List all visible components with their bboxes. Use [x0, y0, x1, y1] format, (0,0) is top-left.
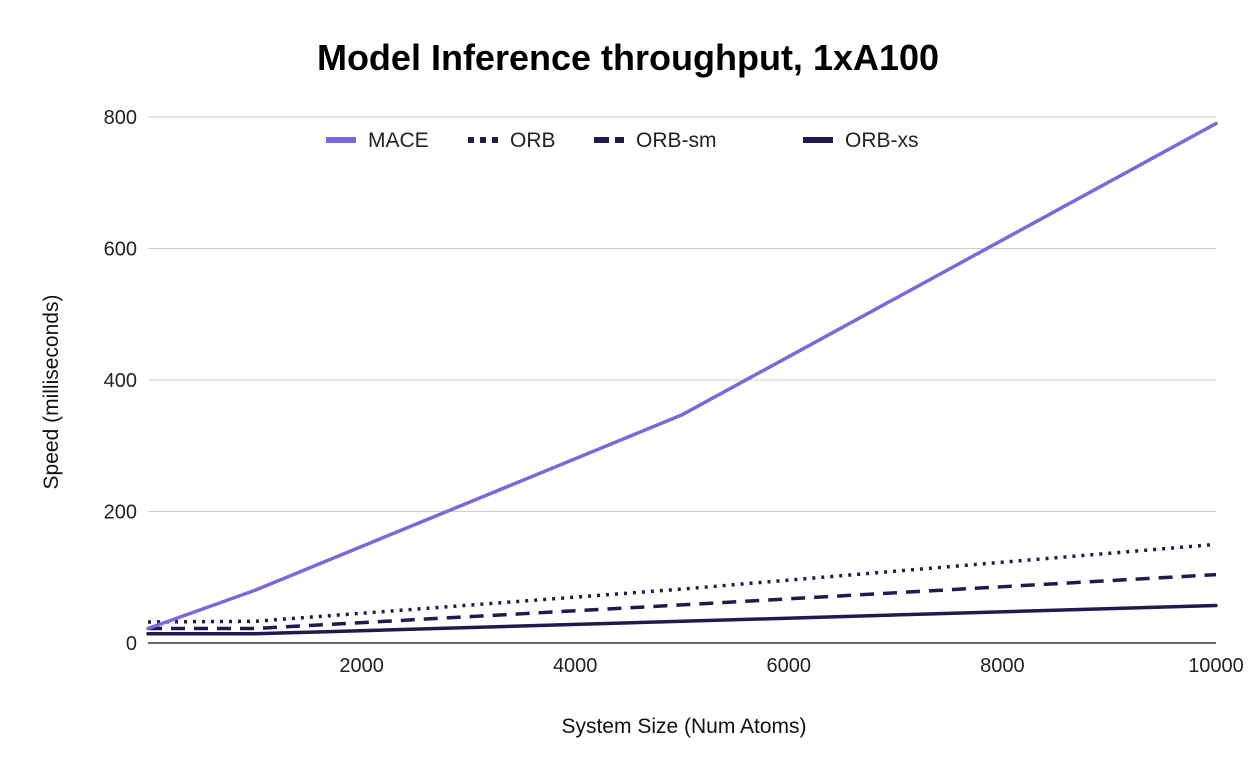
y-tick-label-200: 200 [104, 502, 137, 524]
chart-title: Model Inference throughput, 1xA100 [317, 37, 939, 78]
x-tick-label-8000: 8000 [980, 655, 1025, 677]
legend-label-orb: ORB [510, 129, 556, 152]
x-tick-label-4000: 4000 [553, 655, 598, 677]
legend: MACE ORB ORB-sm ORB-xs [326, 129, 919, 152]
legend-label-orb-sm: ORB-sm [636, 129, 717, 152]
x-tick-label-10000: 10000 [1188, 655, 1244, 677]
series-line-orb-sm [148, 572, 1217, 631]
x-tick-label-2000: 2000 [339, 655, 384, 677]
series-line-orb [147, 542, 1217, 624]
series-lines [146, 121, 1218, 636]
series-line-orb-xs [146, 603, 1218, 636]
x-tick-label-6000: 6000 [767, 655, 812, 677]
y-tick-label-400: 400 [104, 370, 137, 392]
grid-lines [148, 116, 1216, 644]
series-line-mace [146, 121, 1218, 631]
y-tick-label-600: 600 [104, 239, 137, 261]
x-tick-labels: 2000 4000 6000 8000 10000 [339, 655, 1243, 677]
y-tick-labels: 0 200 400 600 800 [104, 107, 137, 655]
x-axis-label: System Size (Num Atoms) [561, 715, 806, 738]
y-tick-label-0: 0 [126, 633, 137, 655]
y-axis-label: Speed (milliseconds) [40, 295, 63, 490]
y-tick-label-800: 800 [104, 107, 137, 129]
legend-label-mace: MACE [368, 129, 429, 152]
legend-label-orb-xs: ORB-xs [845, 129, 919, 152]
